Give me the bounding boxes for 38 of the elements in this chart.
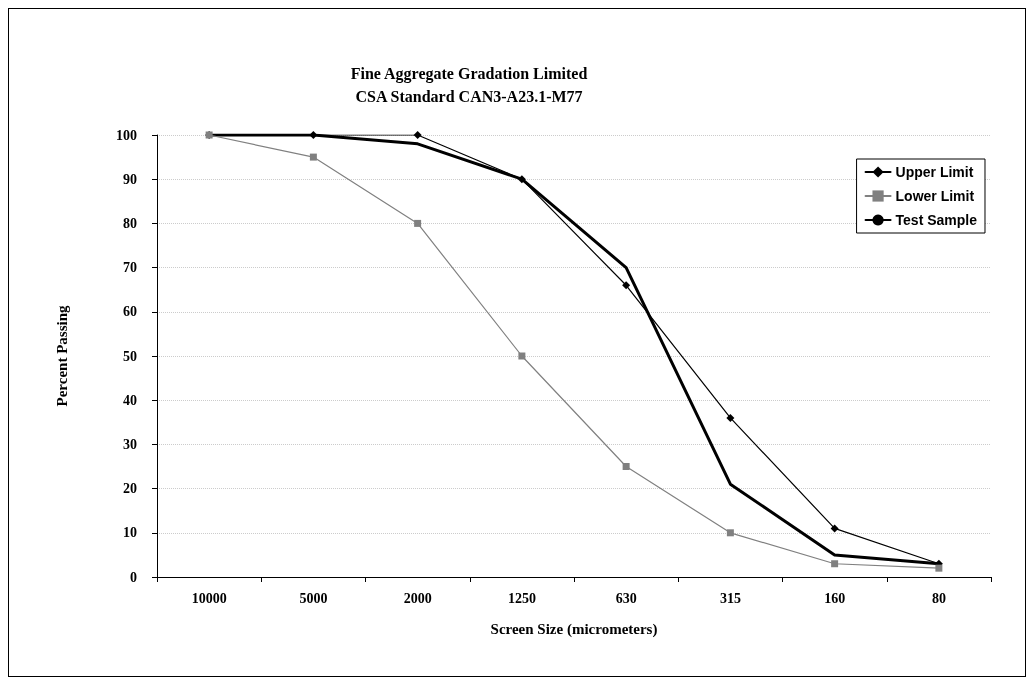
point — [726, 529, 734, 537]
y-tick-label: 0 — [130, 569, 137, 585]
point — [309, 153, 317, 161]
y-tick-label: 70 — [123, 260, 137, 276]
x-tick-label: 10000 — [191, 590, 227, 606]
point — [935, 564, 943, 572]
point — [831, 560, 839, 568]
chart-title: Fine Aggregate Gradation Limited CSA Standard CAN3-A23.1-M77 — [350, 65, 588, 105]
point — [413, 131, 422, 139]
point — [830, 524, 839, 533]
x-tick-label: 630 — [615, 590, 637, 606]
y-tick-label: 20 — [123, 481, 137, 497]
point — [622, 281, 631, 290]
y-axis-title: Percent Passing — [53, 305, 70, 407]
point — [309, 131, 318, 139]
y-tick-label: 10 — [123, 525, 137, 541]
legend-label: Test Sample — [895, 212, 978, 228]
point — [726, 413, 735, 422]
y-tick-label: 30 — [123, 436, 137, 452]
legend-label: Upper Limit — [895, 164, 974, 180]
x-tick-label: 315 — [719, 590, 741, 606]
x-tick-label: 2000 — [403, 590, 432, 606]
y-tick-label: 60 — [123, 304, 137, 320]
point — [622, 463, 630, 470]
legend-label: Lower Limit — [895, 188, 975, 204]
x-tick-label: 1250 — [507, 590, 536, 606]
y-tick-label: 100 — [116, 127, 137, 143]
point — [518, 352, 526, 360]
y-tick-label: 50 — [123, 348, 137, 364]
x-tick-label: 80 — [931, 590, 946, 606]
y-tick-label: 90 — [123, 171, 137, 187]
point — [414, 219, 422, 227]
x-tick-label: 160 — [824, 590, 846, 606]
x-tick-label: 5000 — [299, 590, 328, 606]
x-axis-title: Screen Size (micrometers) — [490, 620, 658, 638]
y-tick-label: 80 — [123, 215, 137, 231]
y-tick-label: 40 — [123, 392, 137, 408]
point — [517, 175, 526, 184]
